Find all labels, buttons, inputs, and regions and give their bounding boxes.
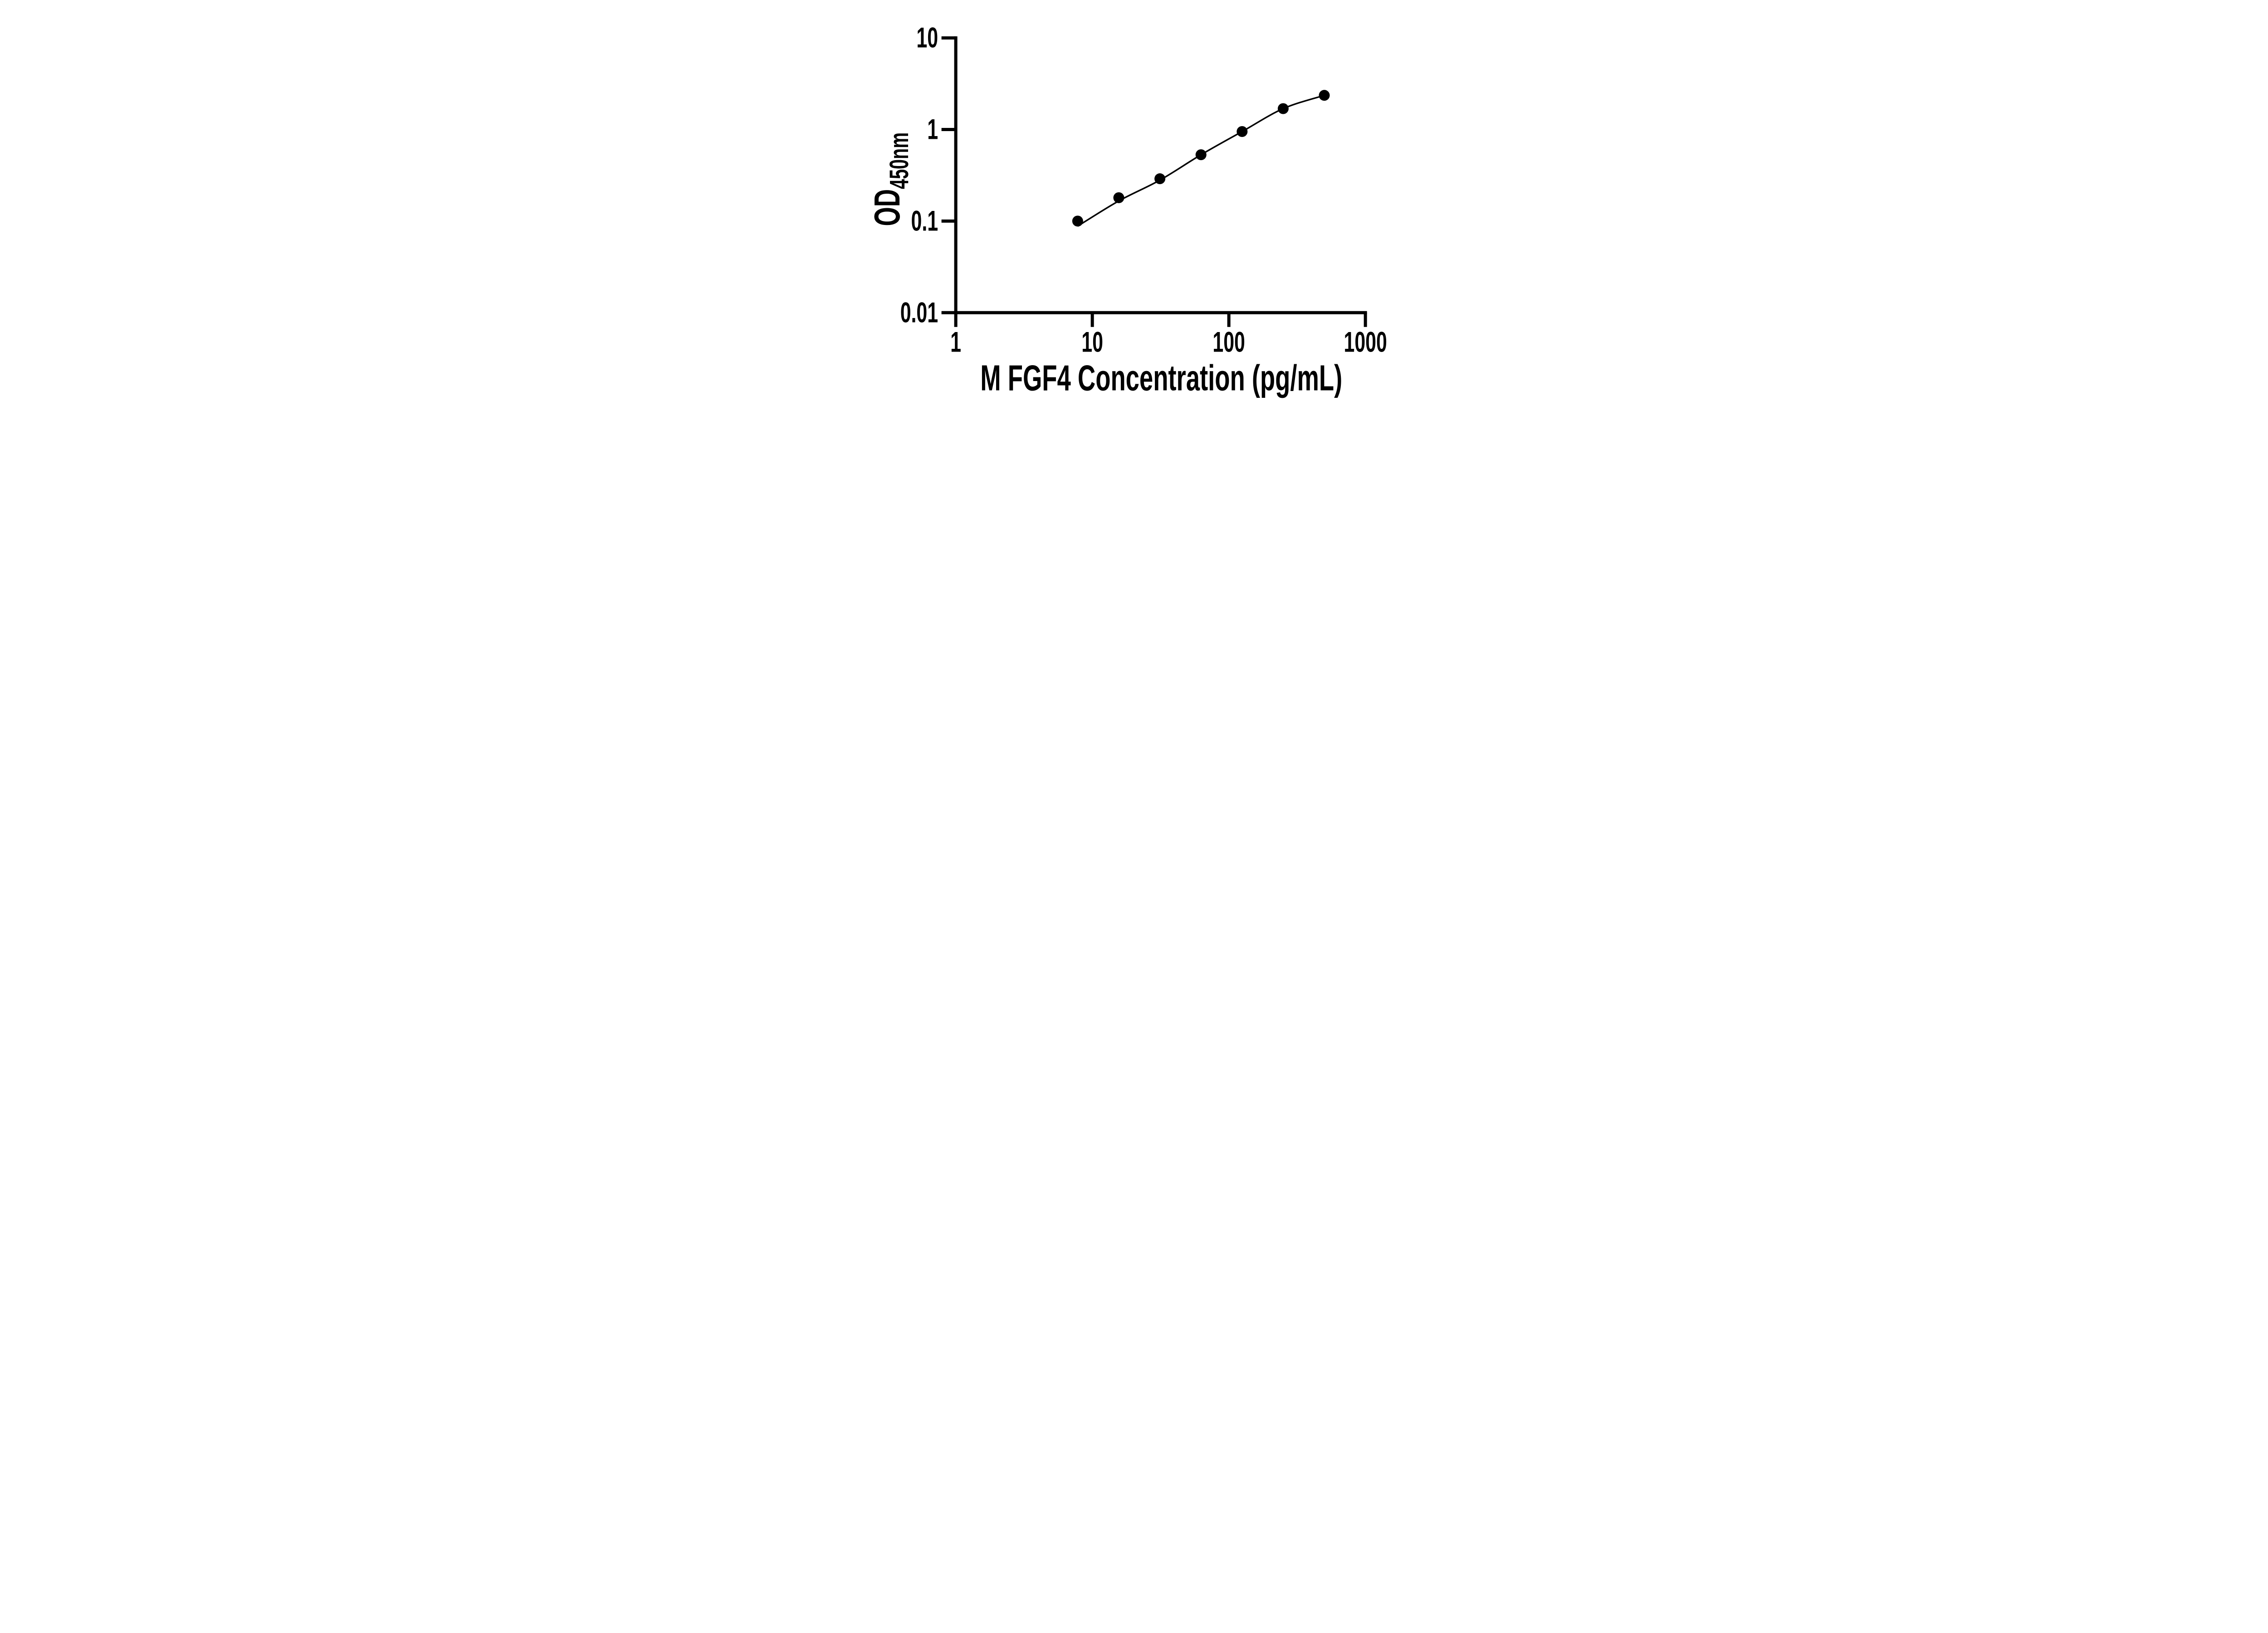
y-axis-title-main: OD — [867, 189, 908, 226]
standard-curve-figure: 10 1 0.1 0.01 1 10 100 1000 M FGF4 Conce… — [842, 0, 1426, 409]
y-tick-label: 0.1 — [911, 205, 938, 237]
data-point — [1072, 215, 1083, 227]
fit-curve — [1077, 94, 1325, 227]
y-tick-label: 0.01 — [900, 297, 938, 328]
x-axis-title: M FGF4 Concentration (pg/mL) — [980, 357, 1342, 398]
x-ticks — [954, 313, 1367, 327]
data-point — [1195, 149, 1207, 161]
plot-svg: 10 1 0.1 0.01 1 10 100 1000 M FGF4 Conce… — [842, 0, 1426, 409]
data-point — [1113, 192, 1124, 203]
x-tick-label: 1000 — [1344, 326, 1387, 358]
y-ticks — [941, 36, 956, 314]
y-axis-title: OD450nm — [867, 132, 914, 226]
data-point — [1319, 90, 1330, 101]
x-tick-label: 100 — [1212, 326, 1245, 358]
data-point — [1237, 126, 1248, 137]
y-axis-title-subscript: 450nm — [884, 132, 914, 189]
y-tick-label: 10 — [916, 22, 938, 54]
data-points — [1072, 90, 1330, 227]
y-tick-label: 1 — [927, 113, 938, 145]
x-tick-label: 1 — [950, 326, 961, 358]
data-point — [1277, 103, 1289, 114]
y-tick-labels: 10 1 0.1 0.01 — [900, 22, 938, 329]
x-tick-label: 10 — [1081, 326, 1103, 358]
data-point — [1154, 173, 1166, 185]
x-tick-labels: 1 10 100 1000 — [950, 326, 1387, 358]
